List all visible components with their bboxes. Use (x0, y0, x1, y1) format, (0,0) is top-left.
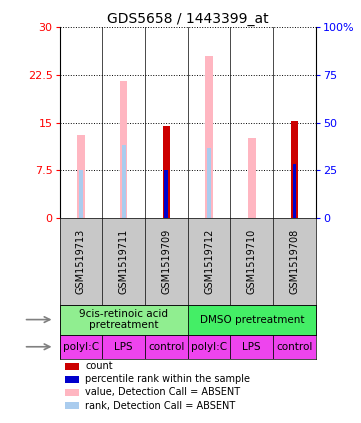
Bar (230, 335, 273, 359)
Bar (102, 335, 145, 359)
Text: GSM1519712: GSM1519712 (204, 228, 214, 294)
Text: value, Detection Call = ABSENT: value, Detection Call = ABSENT (85, 387, 240, 398)
Text: rank, Detection Call = ABSENT: rank, Detection Call = ABSENT (85, 401, 235, 411)
Text: GSM1519709: GSM1519709 (161, 228, 171, 294)
Text: count: count (85, 361, 113, 371)
Bar (79, 170, 83, 218)
Text: GSM1519710: GSM1519710 (247, 228, 257, 294)
Bar (65, 363, 79, 370)
Bar (248, 138, 256, 218)
Bar (293, 164, 296, 218)
Text: GSM1519708: GSM1519708 (290, 228, 300, 294)
Bar (165, 170, 168, 218)
Bar (122, 145, 126, 218)
Bar (145, 335, 188, 359)
Text: control: control (276, 342, 313, 352)
Bar (188, 335, 230, 359)
Bar (65, 389, 79, 396)
Text: percentile rank within the sample: percentile rank within the sample (85, 374, 250, 385)
Bar (77, 135, 85, 218)
Text: LPS: LPS (243, 342, 261, 352)
Text: GSM1519713: GSM1519713 (76, 228, 86, 294)
Bar (60, 335, 102, 359)
Bar (120, 81, 127, 218)
Bar (188, 305, 316, 335)
Bar (65, 376, 79, 383)
Text: 9cis-retinoic acid
pretreatment: 9cis-retinoic acid pretreatment (79, 309, 168, 330)
Bar (205, 56, 213, 218)
Text: polyI:C: polyI:C (191, 342, 227, 352)
Text: control: control (148, 342, 184, 352)
Bar (60, 305, 188, 335)
Bar (207, 148, 211, 218)
Text: polyI:C: polyI:C (63, 342, 99, 352)
Bar (291, 121, 298, 218)
Bar (273, 335, 316, 359)
Text: LPS: LPS (114, 342, 133, 352)
Bar (162, 126, 170, 218)
Text: DMSO pretreatment: DMSO pretreatment (200, 315, 304, 324)
Bar (65, 402, 79, 409)
Title: GDS5658 / 1443399_at: GDS5658 / 1443399_at (107, 12, 269, 27)
Text: GSM1519711: GSM1519711 (119, 228, 129, 294)
